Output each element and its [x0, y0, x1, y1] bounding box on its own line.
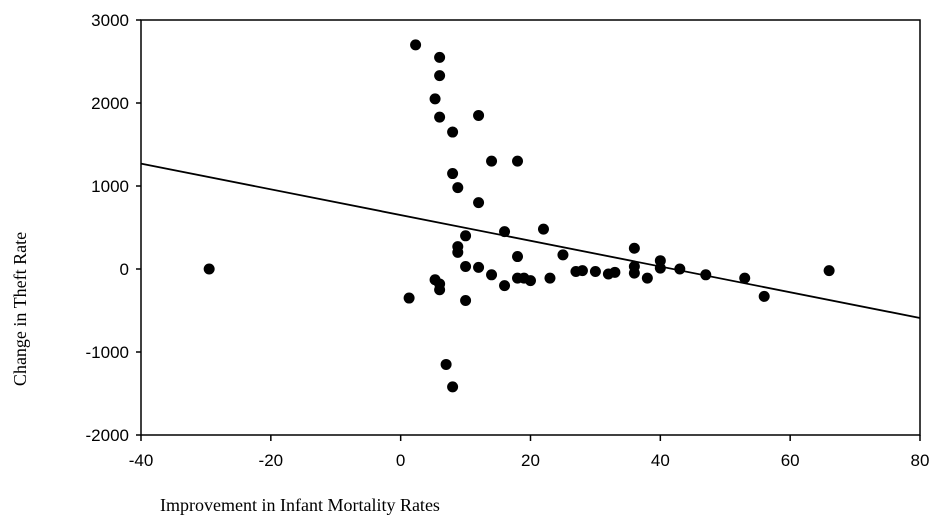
- data-point: [512, 155, 524, 167]
- data-point: [460, 261, 472, 273]
- tick-labels: -40 -20 0 20 40 60 80 -2000 -1000 0 1000 2000 3000: [86, 11, 930, 470]
- y-tick-label: -1000: [86, 343, 129, 362]
- data-point: [434, 284, 446, 296]
- data-point: [654, 262, 666, 274]
- y-tick-label: -2000: [86, 426, 129, 445]
- data-point: [473, 261, 485, 273]
- x-tick-label: -20: [259, 451, 284, 470]
- x-axis-title: Improvement in Infant Mortality Rates: [160, 495, 440, 515]
- y-tick-label: 0: [120, 260, 129, 279]
- data-point: [452, 182, 464, 194]
- data-point: [628, 242, 640, 254]
- data-point: [609, 266, 621, 278]
- data-point: [447, 126, 459, 138]
- fit-line-group: [140, 162, 921, 319]
- x-tick-label: 80: [911, 451, 930, 470]
- data-point: [447, 381, 459, 393]
- data-point: [823, 265, 835, 277]
- y-tick-label: 1000: [91, 177, 129, 196]
- data-point: [429, 93, 441, 105]
- fit-line: [140, 162, 921, 319]
- data-point: [641, 272, 653, 284]
- data-point: [434, 51, 446, 63]
- data-point: [447, 168, 459, 180]
- axes: [136, 19, 921, 441]
- data-point: [486, 269, 498, 281]
- data-point: [499, 226, 511, 238]
- scatter-points: [203, 39, 835, 393]
- data-point: [410, 39, 422, 51]
- y-tick-label: 2000: [91, 94, 129, 113]
- data-point: [460, 295, 472, 307]
- x-tick-label: 20: [521, 451, 540, 470]
- data-point: [473, 109, 485, 121]
- data-point: [460, 230, 472, 242]
- x-tick-label: 60: [781, 451, 800, 470]
- data-point: [557, 249, 569, 261]
- data-point: [403, 292, 415, 304]
- data-point: [628, 267, 640, 279]
- data-point: [576, 265, 588, 277]
- data-point: [203, 263, 215, 275]
- data-point: [512, 251, 524, 263]
- data-point: [700, 269, 712, 281]
- data-point: [434, 70, 446, 82]
- data-point: [589, 265, 601, 277]
- data-point: [758, 290, 770, 302]
- x-tick-label: -40: [129, 451, 154, 470]
- data-point: [544, 272, 556, 284]
- x-tick-label: 0: [396, 451, 405, 470]
- y-tick-label: 3000: [91, 11, 129, 30]
- data-point: [486, 155, 498, 167]
- data-point: [434, 111, 446, 123]
- data-point: [452, 246, 464, 258]
- data-point: [473, 197, 485, 209]
- data-point: [537, 223, 549, 235]
- data-point: [499, 280, 511, 292]
- x-tick-label: 40: [651, 451, 670, 470]
- data-point: [440, 358, 452, 370]
- data-point: [674, 263, 686, 275]
- data-point: [739, 272, 751, 284]
- plot-frame: [140, 19, 921, 436]
- data-point: [525, 275, 536, 287]
- y-axis-title: Change in Theft Rate: [10, 232, 30, 386]
